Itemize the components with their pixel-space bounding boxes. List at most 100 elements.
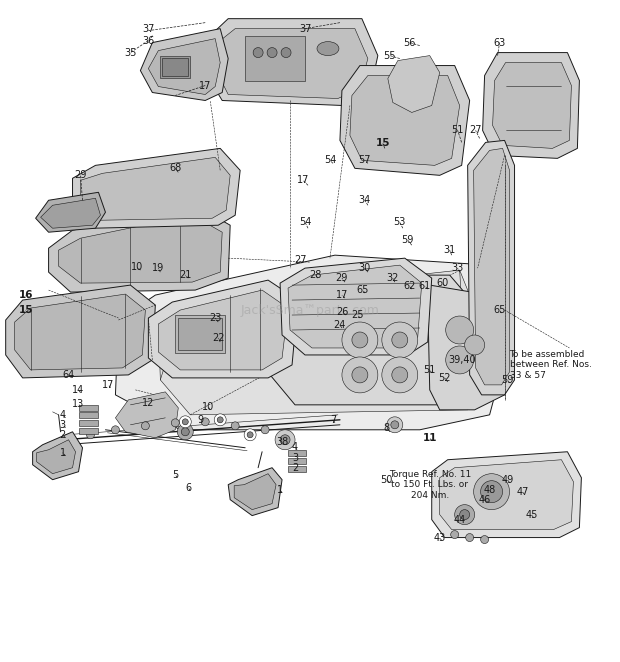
Polygon shape: [115, 392, 179, 438]
Bar: [162, 58, 188, 75]
Text: 21: 21: [179, 270, 192, 280]
Text: 64: 64: [63, 370, 74, 380]
Polygon shape: [40, 199, 100, 228]
Circle shape: [244, 429, 256, 441]
Polygon shape: [340, 66, 469, 175]
Text: 6: 6: [185, 483, 192, 493]
Circle shape: [179, 416, 191, 428]
Polygon shape: [81, 158, 230, 220]
Text: 63: 63: [494, 38, 506, 48]
Text: 60: 60: [436, 278, 449, 288]
Text: 4: 4: [60, 410, 66, 420]
Polygon shape: [205, 19, 378, 105]
Bar: [288, 465, 306, 472]
Circle shape: [391, 421, 399, 429]
Text: 1: 1: [277, 485, 283, 495]
Text: 68: 68: [169, 164, 182, 173]
Bar: [288, 457, 306, 463]
Text: 51: 51: [451, 125, 464, 136]
Bar: [179, 318, 222, 350]
Bar: [161, 56, 190, 77]
Polygon shape: [35, 192, 105, 232]
Circle shape: [464, 335, 485, 355]
Text: 46: 46: [479, 495, 491, 504]
Circle shape: [181, 428, 189, 436]
Circle shape: [454, 504, 475, 524]
Polygon shape: [140, 28, 228, 101]
Circle shape: [342, 322, 378, 358]
Text: 45: 45: [525, 510, 538, 520]
Bar: [288, 449, 306, 455]
Text: 3: 3: [292, 453, 298, 463]
Text: 62: 62: [404, 281, 416, 291]
Polygon shape: [158, 270, 487, 415]
Polygon shape: [33, 432, 82, 480]
Text: 2: 2: [60, 430, 66, 440]
Text: 30: 30: [359, 263, 371, 273]
Bar: [79, 405, 99, 411]
Text: 26: 26: [337, 307, 349, 317]
Bar: [245, 36, 305, 81]
Text: 31: 31: [443, 245, 456, 255]
Circle shape: [474, 474, 510, 510]
Polygon shape: [428, 285, 505, 410]
Text: 17: 17: [336, 290, 348, 300]
Circle shape: [382, 357, 418, 393]
Circle shape: [261, 426, 269, 434]
Circle shape: [459, 510, 469, 520]
Circle shape: [202, 418, 209, 426]
Text: 55: 55: [384, 50, 396, 61]
Polygon shape: [37, 440, 76, 474]
Text: 9: 9: [197, 415, 203, 425]
Text: 65: 65: [494, 305, 506, 315]
Text: 39,40: 39,40: [448, 355, 476, 365]
Text: 17: 17: [102, 380, 115, 390]
Text: 54: 54: [324, 156, 336, 166]
Circle shape: [387, 417, 403, 433]
Polygon shape: [115, 255, 510, 430]
Circle shape: [446, 346, 474, 374]
Circle shape: [480, 536, 489, 544]
Polygon shape: [73, 148, 240, 228]
Circle shape: [171, 419, 179, 427]
Circle shape: [231, 422, 239, 430]
Text: 29: 29: [336, 273, 348, 283]
Text: 33: 33: [451, 263, 464, 273]
Text: 51: 51: [423, 365, 436, 375]
Text: 19: 19: [153, 263, 164, 273]
Polygon shape: [268, 275, 480, 405]
Polygon shape: [388, 56, 440, 113]
Text: 47: 47: [516, 487, 529, 496]
Circle shape: [446, 316, 474, 344]
Polygon shape: [228, 468, 282, 516]
Text: 54: 54: [299, 217, 311, 227]
Text: 48: 48: [484, 485, 496, 495]
Circle shape: [281, 48, 291, 58]
Polygon shape: [467, 140, 515, 395]
Text: 25: 25: [352, 310, 364, 320]
Text: 59: 59: [402, 235, 414, 245]
Text: 3: 3: [60, 420, 66, 430]
Text: 56: 56: [404, 38, 416, 48]
Polygon shape: [58, 215, 222, 283]
Circle shape: [87, 431, 94, 439]
Polygon shape: [288, 265, 422, 348]
Polygon shape: [216, 28, 368, 99]
Polygon shape: [440, 459, 574, 530]
Circle shape: [112, 426, 120, 434]
Text: 17: 17: [297, 175, 309, 185]
Circle shape: [342, 357, 378, 393]
Text: 15: 15: [19, 305, 33, 315]
Text: 27: 27: [469, 125, 482, 136]
Circle shape: [217, 417, 223, 423]
Text: 16: 16: [19, 290, 33, 300]
Bar: [79, 420, 99, 426]
Text: 59: 59: [502, 375, 514, 385]
Text: 15: 15: [376, 138, 390, 148]
Polygon shape: [234, 474, 276, 510]
Text: 10: 10: [131, 262, 143, 272]
Circle shape: [466, 534, 474, 542]
Circle shape: [392, 332, 408, 348]
Text: 35: 35: [124, 48, 136, 58]
Circle shape: [480, 481, 503, 502]
